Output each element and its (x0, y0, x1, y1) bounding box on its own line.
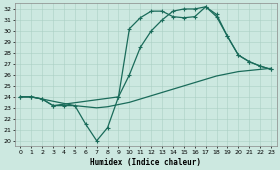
X-axis label: Humidex (Indice chaleur): Humidex (Indice chaleur) (90, 158, 201, 167)
